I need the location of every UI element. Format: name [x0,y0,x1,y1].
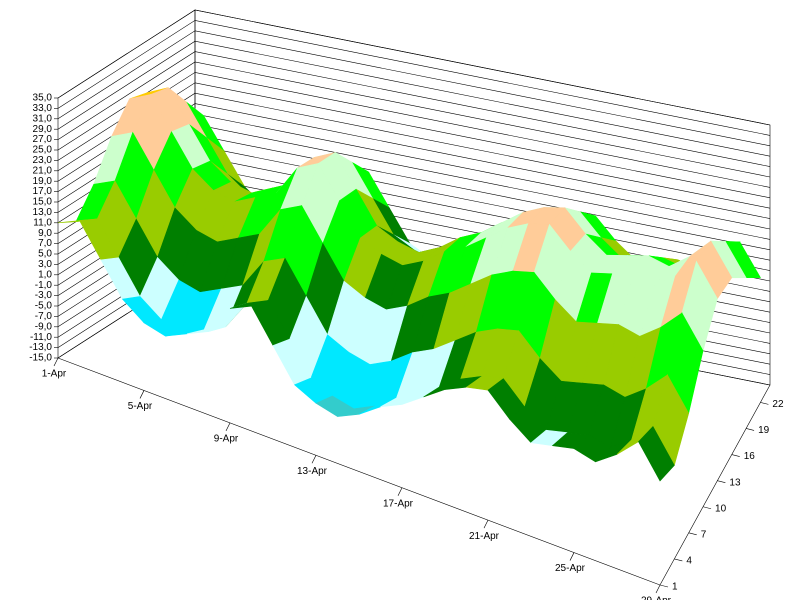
x-tick [53,357,59,367]
y-tick [702,506,712,510]
z-tick-label: 33,0 [33,103,53,114]
z-tick-label: 11,0 [33,217,52,228]
grid-line [57,72,771,188]
y-tick [659,584,669,588]
z-tick-label: 35,0 [33,93,53,104]
z-tick-label: 13,0 [33,207,53,218]
x-tick [655,584,661,594]
x-tick [483,520,489,529]
z-tick-label: 9,0 [38,228,52,239]
z-tick-label: -3,0 [35,290,53,301]
z-tick-label: 31,0 [33,113,53,124]
surface-cell [638,426,675,482]
grid-line [57,61,771,178]
z-tick-label: -5,0 [35,301,53,312]
y-tick-label: 1 [672,582,678,593]
z-tick-label: 17,0 [33,186,53,197]
y-tick [760,402,769,405]
x-tick-label: 13-Apr [297,466,328,477]
grid-line [57,92,771,209]
y-tick-label: 16 [744,451,756,462]
z-tick-label: -13,0 [29,342,52,353]
z-tick-label: -15,0 [29,353,52,364]
z-tick-label: 27,0 [33,134,53,145]
y-tick-label: 7 [701,529,707,540]
y-tick [746,428,755,431]
x-tick [569,552,575,561]
y-tick-label: 13 [729,477,741,488]
y-tick-label: 10 [715,503,727,514]
hour-axis [659,384,771,586]
z-tick-label: 25,0 [33,145,53,156]
z-tick-label: -7,0 [35,311,53,322]
z-tick-label: 29,0 [33,124,53,135]
x-tick [139,390,145,399]
grid-line [57,9,771,126]
z-tick-label: -1,0 [35,280,53,291]
x-tick [225,422,231,431]
y-tick-label: 22 [772,399,784,410]
x-tick-label: 1-Apr [42,369,67,380]
z-tick-label: 1,0 [38,269,52,280]
z-tick-label: 7,0 [38,238,52,249]
z-tick-label: 3,0 [38,259,52,270]
x-tick-label: 21-Apr [469,531,500,542]
x-tick [311,455,317,464]
z-tick-label: 15,0 [33,197,53,208]
x-tick [397,487,403,496]
y-tick [674,558,683,562]
grid-line [57,82,771,199]
z-tick-label: -11,0 [30,332,52,343]
y-tick [731,454,740,457]
x-tick-label: 9-Apr [214,433,239,444]
y-tick-label: 4 [686,556,692,567]
y-tick [717,480,726,483]
x-tick-label: 25-Apr [555,563,586,574]
z-tick-label: 5,0 [38,249,52,260]
y-tick-label: 19 [758,425,770,436]
grid-line [57,51,771,167]
grid-line [57,20,771,136]
x-tick-label: 29-Apr [641,596,672,600]
x-tick-label: 17-Apr [383,498,414,509]
z-tick-label: 19,0 [33,176,53,187]
grid-line [57,30,771,147]
z-tick-label: 23,0 [33,155,53,166]
grid-line [57,40,771,157]
z-tick-label: -9,0 [35,321,53,332]
day-axis [57,357,661,586]
y-tick [688,532,697,536]
x-tick-label: 5-Apr [128,401,153,412]
z-tick-label: 21,0 [33,165,53,176]
